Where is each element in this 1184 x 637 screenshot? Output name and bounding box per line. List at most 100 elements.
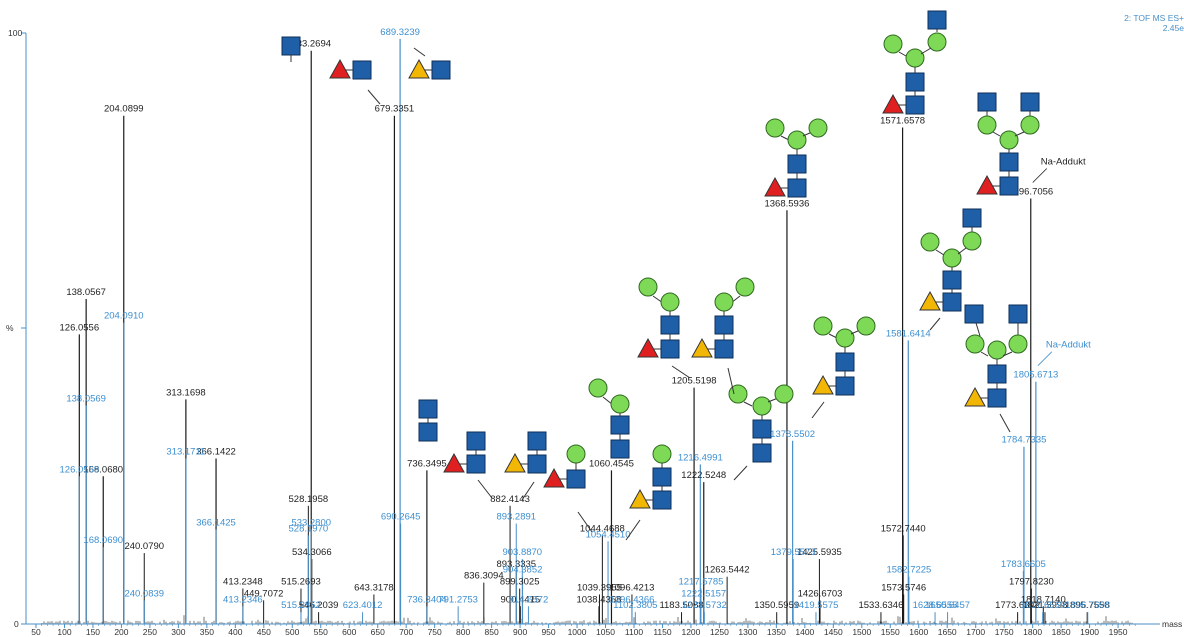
peak-label: 1419.5575 — [794, 600, 839, 611]
linkage-line — [1000, 414, 1010, 432]
x-tick-label: 1450 — [824, 627, 843, 637]
hexose-circle — [1009, 335, 1027, 353]
fucose-triangle — [977, 176, 997, 194]
glcnac-square — [1009, 305, 1027, 323]
glcnac-square — [715, 316, 733, 334]
linkage-line — [930, 318, 940, 330]
x-tick-label: 1650 — [938, 627, 957, 637]
glcnac-square — [661, 340, 679, 358]
peak-label: 138.0569 — [66, 393, 106, 404]
hexose-circle — [639, 278, 657, 296]
glcnac-square — [1000, 177, 1018, 195]
peak-label: 313.1698 — [166, 387, 206, 398]
linkage-line — [936, 250, 944, 255]
peak-label: 1426.6703 — [798, 588, 843, 599]
peak-label: 1797.8230 — [1009, 577, 1054, 588]
hexose-circle — [966, 335, 984, 353]
linkage-line — [899, 52, 906, 56]
x-tick-label: 800 — [456, 627, 470, 637]
x-tick-label: 1100 — [625, 627, 644, 637]
glcnac-square — [906, 73, 924, 91]
annotation-text: Na-Addukt — [1041, 156, 1086, 167]
x-tick-label: 750 — [428, 627, 442, 637]
x-tick-label: 1800 — [1023, 627, 1042, 637]
peak-label: 1263.5442 — [705, 565, 750, 576]
peak-label: 1784.7335 — [1001, 435, 1046, 446]
glcnac-square — [653, 468, 671, 486]
hexose-circle — [715, 293, 733, 311]
fucose-triangle — [765, 178, 785, 196]
glcnac-square — [753, 444, 771, 462]
glycan-structures — [282, 11, 1039, 540]
x-tick-label: 350 — [200, 627, 214, 637]
peak-label: 528.1958 — [289, 494, 329, 505]
glcnac-square — [836, 377, 854, 395]
x-tick-label: 1400 — [795, 627, 814, 637]
glcnac-square — [928, 11, 946, 29]
annotation-text: Na-Addukt — [1046, 340, 1091, 351]
annotation-leader — [1038, 352, 1052, 366]
x-tick-label: 450 — [257, 627, 271, 637]
galnac-triangle — [409, 60, 429, 78]
peak-label: 515.2693 — [281, 577, 321, 588]
glcnac-square — [467, 432, 485, 450]
fucose-triangle — [883, 95, 903, 113]
peak-lines — [79, 39, 1087, 624]
hexose-circle — [766, 119, 784, 137]
peak-label: 643.3178 — [354, 582, 394, 593]
x-tick-label: 1150 — [653, 627, 672, 637]
glcnac-square — [432, 61, 450, 79]
hexose-circle — [661, 293, 679, 311]
peak-label: 904.3852 — [503, 565, 543, 576]
linkage-line — [414, 48, 425, 56]
glcnac-square — [963, 209, 981, 227]
linkage-line — [734, 466, 747, 480]
glcnac-square — [528, 455, 546, 473]
peak-label: 126.0559 — [60, 464, 100, 475]
peak-label: 1222.5248 — [681, 470, 726, 481]
hexose-circle — [567, 445, 585, 463]
peak-label: 736.3495 — [407, 458, 447, 469]
hexose-circle — [906, 49, 924, 67]
galnac-triangle — [920, 292, 940, 310]
peak-label: 1379.5573 — [771, 547, 816, 558]
glcnac-square — [467, 455, 485, 473]
x-axis-label: mass — [1162, 619, 1182, 629]
glcnac-square — [836, 353, 854, 371]
peak-label: 204.0899 — [104, 104, 144, 115]
annotation-leader — [1033, 168, 1047, 182]
glcnac-square — [943, 271, 961, 289]
fucose-triangle — [638, 339, 658, 357]
glcnac-square — [282, 37, 300, 55]
peak-label: 1054.4510 — [586, 529, 631, 540]
linkage-line — [812, 402, 824, 418]
glcnac-square — [788, 179, 806, 197]
hexose-circle — [978, 116, 996, 134]
peak-label: 534.3066 — [292, 547, 332, 558]
peak-label: 533.2800 — [291, 517, 331, 528]
glcnac-square — [567, 470, 585, 488]
y-axis-unit-label: % — [6, 323, 14, 333]
linkage-line — [976, 323, 980, 336]
x-tick-label: 950 — [541, 627, 555, 637]
hexose-circle — [836, 329, 854, 347]
galnac-triangle — [692, 339, 712, 357]
peak-label: 679.3351 — [375, 104, 415, 115]
glcnac-square — [353, 61, 371, 79]
x-tick-label: 150 — [86, 627, 100, 637]
glcnac-square — [611, 416, 629, 434]
fucose-triangle — [544, 469, 564, 487]
glcnac-square — [788, 155, 806, 173]
peak-label: 204.0910 — [104, 311, 144, 322]
peak-label: 1571.6578 — [880, 116, 925, 127]
hexose-circle — [775, 385, 793, 403]
glcnac-square — [978, 93, 996, 111]
peak-label: 893.2891 — [496, 512, 536, 523]
peak-label: 1378.5502 — [770, 429, 815, 440]
hexose-circle — [963, 232, 981, 250]
x-tick-label: 1250 — [710, 627, 729, 637]
peak-label: 1205.5198 — [672, 376, 717, 387]
glcnac-square — [988, 389, 1006, 407]
x-tick-label: 1200 — [681, 627, 700, 637]
